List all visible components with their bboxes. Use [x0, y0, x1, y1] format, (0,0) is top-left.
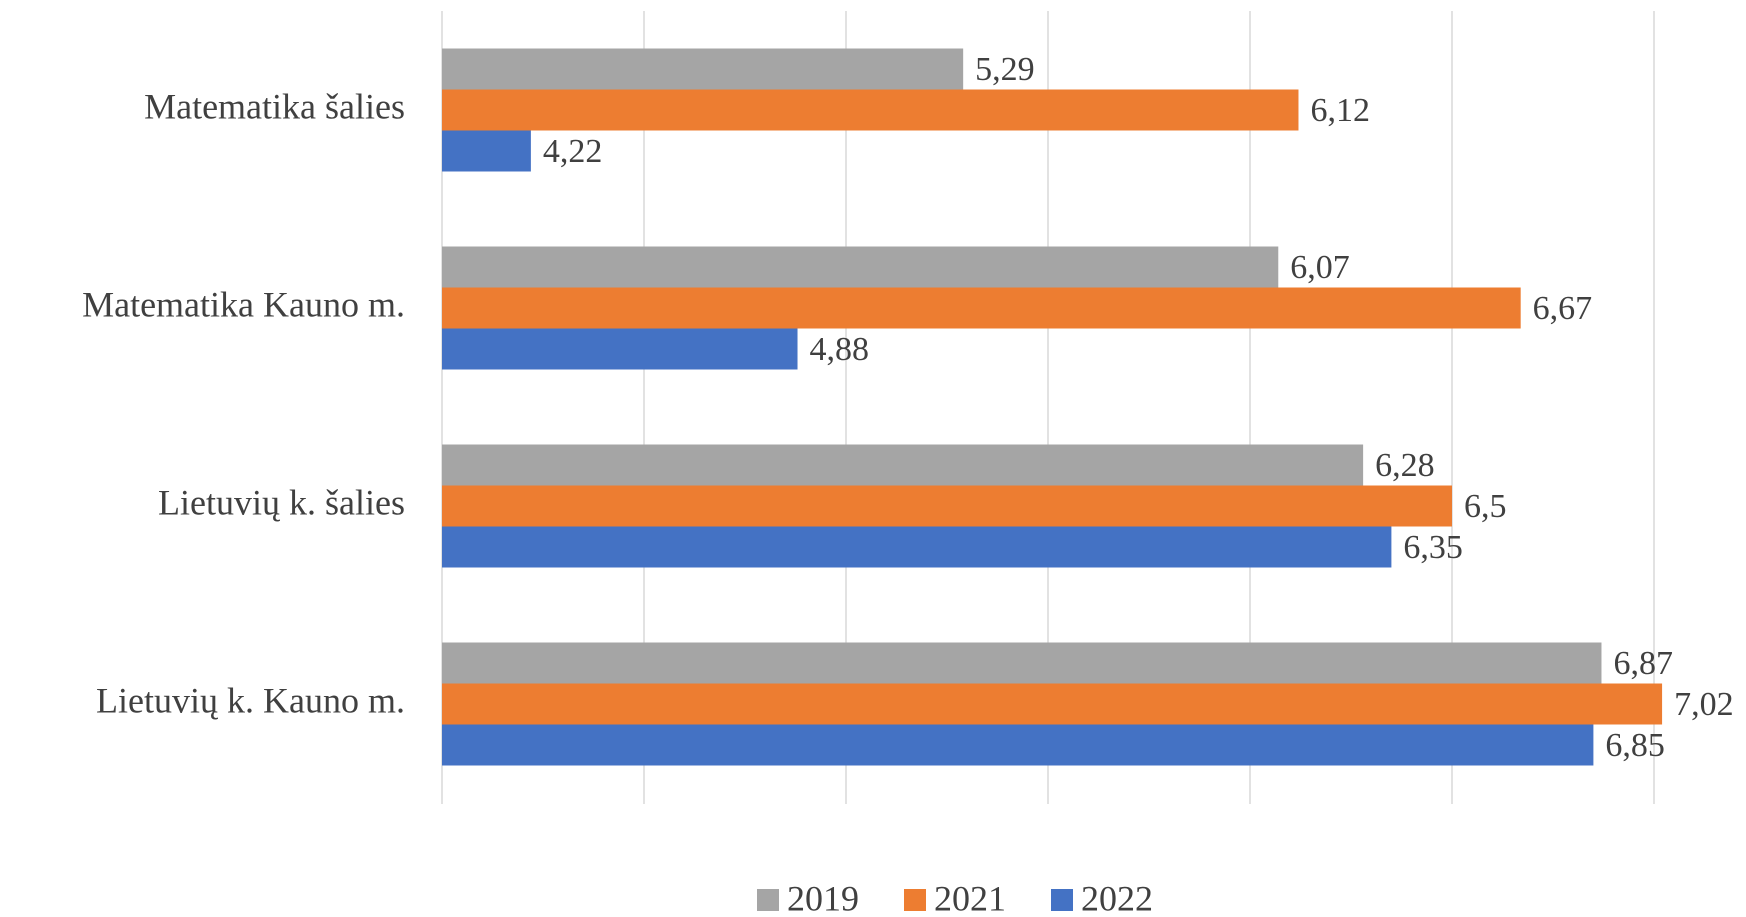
bar	[442, 287, 1521, 329]
category-label: Matematika Kauno m.	[82, 284, 405, 324]
bar	[442, 485, 1452, 527]
bar	[442, 526, 1392, 568]
category-label: Matematika šalies	[144, 86, 405, 126]
category-label: Lietuvių k. šalies	[158, 482, 405, 522]
bar	[442, 246, 1279, 288]
data-label: 6,28	[1375, 447, 1435, 484]
data-label: 6,67	[1533, 290, 1593, 327]
data-label: 5,29	[975, 51, 1034, 88]
bar	[442, 328, 798, 370]
bar	[442, 642, 1602, 684]
data-label: 6,5	[1464, 488, 1507, 525]
legend-label: 2019	[787, 878, 859, 917]
data-label: 6,35	[1403, 529, 1463, 566]
bar	[442, 724, 1594, 766]
bar	[442, 48, 964, 90]
data-label: 6,07	[1290, 249, 1350, 286]
data-label: 6,85	[1605, 727, 1665, 764]
data-label: 4,22	[543, 133, 603, 170]
bar	[442, 89, 1299, 131]
legend-label: 2022	[1081, 878, 1153, 917]
bar	[442, 130, 531, 172]
bar	[442, 683, 1663, 725]
data-label: 4,88	[810, 331, 870, 368]
data-label: 7,02	[1674, 686, 1734, 723]
data-label: 6,12	[1310, 92, 1370, 129]
data-label: 6,87	[1613, 645, 1673, 682]
category-label: Lietuvių k. Kauno m.	[96, 680, 405, 720]
legend-swatch	[904, 889, 926, 911]
legend-label: 2021	[934, 878, 1006, 917]
bar	[442, 444, 1364, 486]
legend-swatch	[1051, 889, 1073, 911]
legend-swatch	[757, 889, 779, 911]
